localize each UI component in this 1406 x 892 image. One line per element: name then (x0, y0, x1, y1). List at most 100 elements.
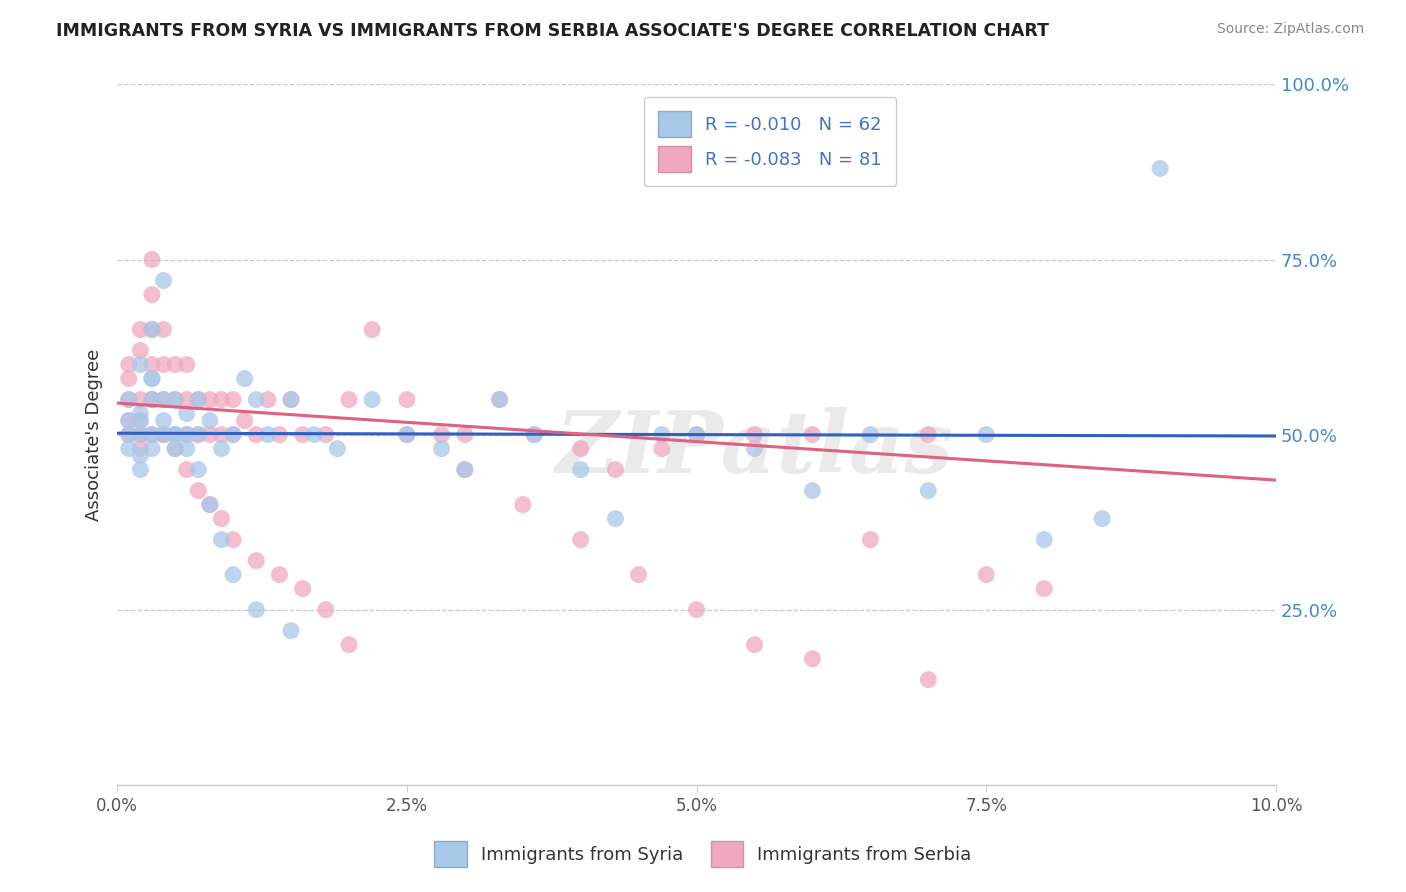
Text: Source: ZipAtlas.com: Source: ZipAtlas.com (1216, 22, 1364, 37)
Point (233, 414, 256, 428)
Point (605, 462, 627, 476)
Point (129, 392, 152, 407)
Point (165, 442, 187, 456)
Point (488, 392, 510, 407)
Point (269, 567, 291, 582)
Point (187, 427, 209, 442)
Point (141, 252, 163, 267)
Point (165, 427, 187, 442)
Point (315, 602, 337, 616)
Point (141, 358, 163, 372)
Point (187, 392, 209, 407)
Point (187, 483, 209, 498)
Point (627, 567, 650, 582)
Point (1091, 511, 1114, 525)
Point (454, 427, 477, 442)
Point (222, 427, 245, 442)
Point (1033, 533, 1056, 547)
Point (974, 567, 997, 582)
Point (917, 673, 939, 687)
Point (917, 483, 939, 498)
Point (222, 533, 245, 547)
Point (744, 638, 766, 652)
Point (280, 624, 302, 638)
Point (685, 427, 707, 442)
Point (395, 392, 418, 407)
Point (605, 511, 627, 525)
Point (176, 392, 198, 407)
Point (454, 462, 477, 476)
Point (141, 371, 163, 385)
Point (454, 462, 477, 476)
Point (361, 322, 384, 336)
Point (176, 427, 198, 442)
Point (222, 427, 245, 442)
Point (165, 442, 187, 456)
Point (744, 442, 766, 456)
Point (118, 414, 141, 428)
Point (245, 602, 267, 616)
Point (512, 498, 534, 512)
Point (430, 442, 453, 456)
Point (302, 427, 325, 442)
Point (685, 427, 707, 442)
Point (187, 462, 209, 476)
Point (176, 427, 198, 442)
Point (152, 273, 174, 287)
Point (176, 462, 198, 476)
Point (198, 498, 221, 512)
Point (395, 427, 418, 442)
Point (211, 511, 233, 525)
Point (118, 427, 141, 442)
Point (129, 414, 152, 428)
Point (141, 427, 163, 442)
Point (118, 358, 141, 372)
Point (129, 407, 152, 421)
Legend: R = -0.010   N = 62, R = -0.083   N = 81: R = -0.010 N = 62, R = -0.083 N = 81 (644, 97, 896, 186)
Text: ZIPatlas: ZIPatlas (555, 407, 953, 491)
Point (152, 427, 174, 442)
Point (176, 407, 198, 421)
Point (280, 392, 302, 407)
Point (118, 392, 141, 407)
Point (118, 442, 141, 456)
Point (337, 638, 360, 652)
Point (129, 358, 152, 372)
Point (974, 427, 997, 442)
Point (118, 414, 141, 428)
Legend: Immigrants from Syria, Immigrants from Serbia: Immigrants from Syria, Immigrants from S… (427, 834, 979, 874)
Point (256, 392, 278, 407)
Point (315, 427, 337, 442)
Point (361, 392, 384, 407)
Point (233, 371, 256, 385)
Point (176, 442, 198, 456)
Point (917, 427, 939, 442)
Point (245, 392, 267, 407)
Point (152, 427, 174, 442)
Point (141, 392, 163, 407)
Point (211, 442, 233, 456)
Point (129, 343, 152, 358)
Point (141, 392, 163, 407)
Point (152, 322, 174, 336)
Point (488, 392, 510, 407)
Point (198, 414, 221, 428)
Point (141, 287, 163, 301)
Point (651, 427, 673, 442)
Point (337, 392, 360, 407)
Point (326, 442, 349, 456)
Point (118, 427, 141, 442)
Point (651, 442, 673, 456)
Point (801, 483, 824, 498)
Point (118, 392, 141, 407)
Point (256, 427, 278, 442)
Point (129, 322, 152, 336)
Point (165, 427, 187, 442)
Point (187, 392, 209, 407)
Point (141, 427, 163, 442)
Point (152, 392, 174, 407)
Point (141, 392, 163, 407)
Point (291, 582, 314, 596)
Point (859, 533, 882, 547)
Point (165, 392, 187, 407)
